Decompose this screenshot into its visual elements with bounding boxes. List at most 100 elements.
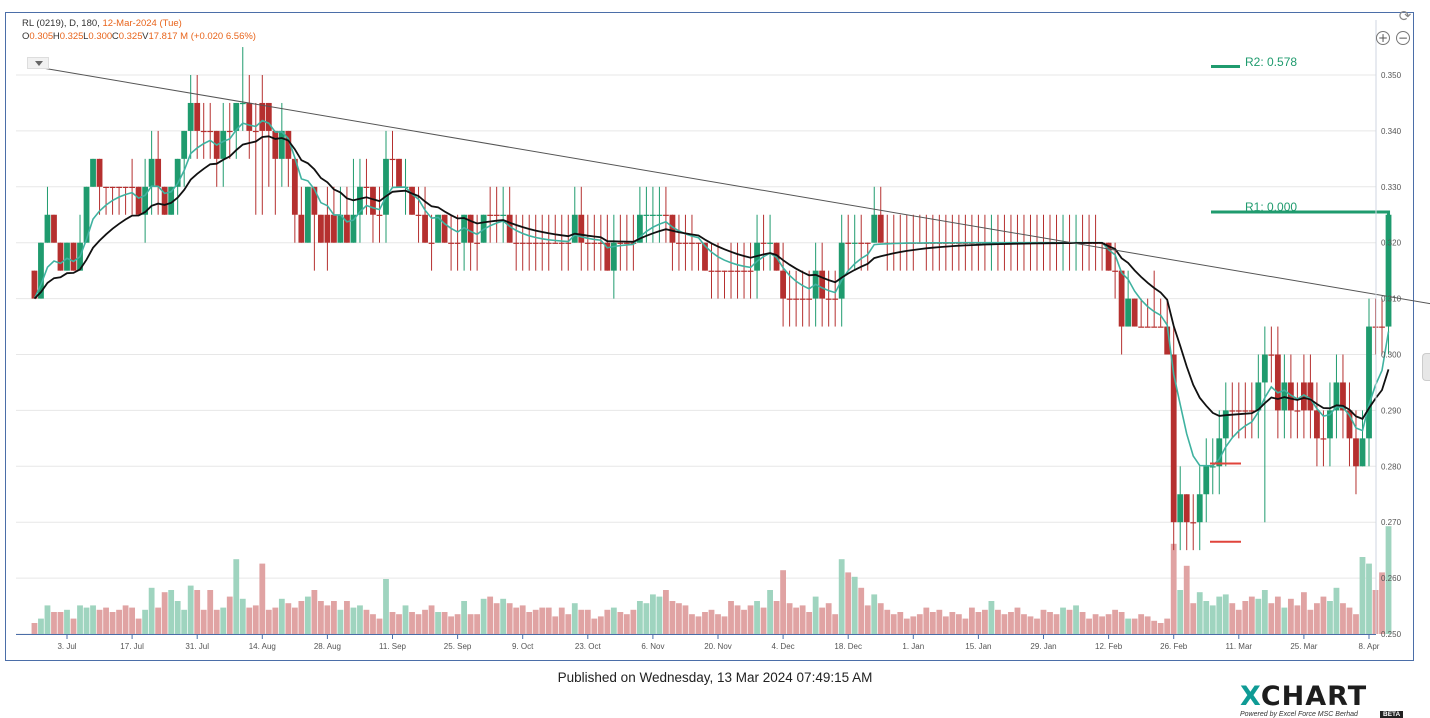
volume-bar [610, 607, 617, 634]
candle-body [324, 214, 331, 243]
x-tick-label: 20. Nov [704, 642, 732, 651]
candle-body [415, 214, 422, 216]
volume-bar [474, 614, 481, 634]
volume-bar [265, 609, 272, 634]
volume-bar [1125, 618, 1132, 634]
volume-bar [942, 616, 949, 634]
candle-body [70, 242, 77, 271]
candle [832, 270, 839, 327]
candle-body [825, 298, 832, 300]
volume-bar [1118, 612, 1125, 634]
volume-bar [1092, 614, 1099, 634]
candle [441, 214, 448, 243]
candle-body [331, 214, 337, 243]
volume-bar [129, 607, 135, 634]
volume-bar [1047, 612, 1053, 634]
candle [1131, 298, 1138, 327]
candle [558, 214, 565, 271]
candle-body [194, 102, 201, 131]
volume-bar [565, 614, 572, 634]
candle [539, 214, 546, 271]
volume-bar [682, 605, 689, 634]
candle-body [396, 158, 402, 187]
candle-body [122, 186, 129, 188]
candle [70, 242, 77, 271]
candle [760, 214, 767, 271]
header-date: 12-Mar-2024 (Tue) [102, 18, 182, 29]
volume-bar [949, 612, 956, 634]
candle-body [1268, 354, 1275, 356]
volume-bar [363, 609, 370, 634]
candle-body [584, 242, 591, 244]
candle-body [376, 214, 383, 216]
candle-body [1379, 326, 1385, 328]
candle [1229, 382, 1236, 439]
zoom-out-icon[interactable]: − [1396, 31, 1410, 45]
candle-body [1235, 410, 1242, 412]
candle [552, 214, 559, 244]
y-tick-label: 0.340 [1381, 127, 1402, 136]
candle-body [142, 186, 149, 215]
x-tick-label: 3. Jul [57, 642, 76, 651]
volume-bar [532, 609, 539, 634]
x-tick-label: 31. Jul [185, 642, 209, 651]
volume-bar [493, 603, 500, 634]
volume-bar [415, 614, 422, 634]
y-tick-label: 0.300 [1381, 351, 1402, 360]
volume-bar [383, 579, 389, 634]
candle [689, 214, 695, 271]
volume-bar [148, 587, 155, 634]
volume-bar [376, 618, 383, 634]
volume-bar [995, 609, 1001, 634]
candle-body [1138, 326, 1145, 328]
candle [1307, 354, 1314, 439]
chevron-down-icon[interactable] [27, 57, 49, 69]
candle-body [650, 214, 656, 216]
refresh-icon[interactable]: ⟳ [1398, 7, 1412, 25]
candle [851, 214, 858, 271]
candle [181, 130, 188, 187]
candle-body [806, 298, 813, 300]
candle-body [617, 242, 624, 244]
candle-body [38, 242, 44, 299]
volume-bar [1216, 596, 1223, 634]
volume-bar [851, 576, 858, 634]
volume-bar [1281, 607, 1288, 634]
x-tick-label: 9. Oct [512, 642, 534, 651]
candle [252, 102, 259, 215]
candle [278, 102, 285, 187]
candle-body [96, 158, 103, 187]
volume-bar [174, 601, 181, 634]
volume-bar [623, 614, 630, 634]
volume-bar [402, 605, 409, 634]
volume-bar [298, 601, 305, 634]
volume-bar [272, 607, 279, 634]
volume-bar [617, 612, 624, 634]
candle [838, 214, 845, 327]
x-tick-label: 18. Dec [834, 642, 862, 651]
x-tick-label: 26. Feb [1160, 642, 1188, 651]
volume-bar [500, 598, 507, 634]
volume-bar [578, 609, 585, 634]
candle-body [103, 186, 109, 188]
volume-bar [636, 601, 643, 634]
volume-bar [448, 616, 454, 634]
candle [155, 130, 162, 215]
volume-bar [1079, 612, 1086, 634]
candle [1268, 326, 1275, 383]
zoom-in-icon[interactable]: + [1376, 31, 1390, 45]
volume-bar [747, 605, 754, 634]
candle [77, 214, 83, 271]
candle [1222, 382, 1229, 467]
candle-body [1222, 410, 1229, 439]
volume-bar [825, 603, 832, 634]
candle [259, 75, 266, 215]
candle-body [728, 270, 734, 272]
candle [1333, 354, 1340, 439]
candle-body [1346, 410, 1353, 439]
volume-bar [650, 594, 656, 634]
candle [532, 214, 539, 271]
side-panel-toggle[interactable] [1422, 353, 1430, 381]
candle-body [448, 242, 454, 244]
